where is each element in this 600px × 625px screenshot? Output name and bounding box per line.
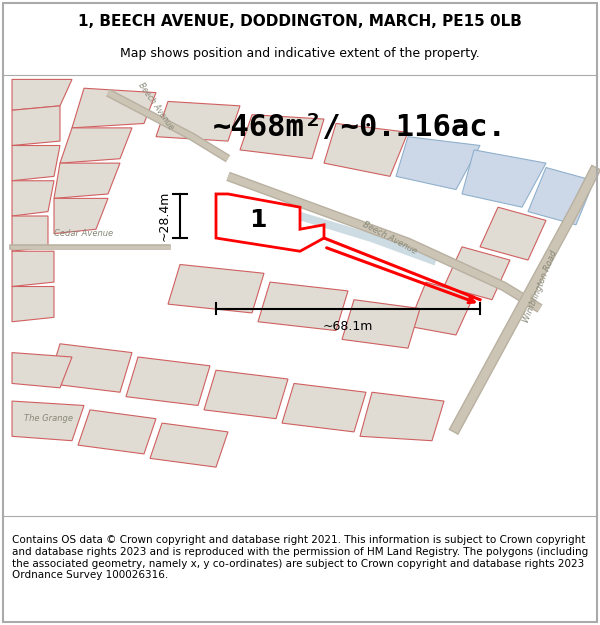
- Polygon shape: [462, 150, 546, 208]
- Polygon shape: [480, 208, 546, 260]
- Polygon shape: [126, 357, 210, 406]
- Polygon shape: [342, 300, 420, 348]
- Text: Map shows position and indicative extent of the property.: Map shows position and indicative extent…: [120, 48, 480, 61]
- Text: The Grange: The Grange: [23, 414, 73, 423]
- Polygon shape: [12, 216, 48, 251]
- Text: ~28.4m: ~28.4m: [158, 191, 171, 241]
- Polygon shape: [150, 423, 228, 467]
- Polygon shape: [12, 79, 72, 110]
- Polygon shape: [282, 384, 366, 432]
- Text: Contains OS data © Crown copyright and database right 2021. This information is : Contains OS data © Crown copyright and d…: [12, 535, 588, 580]
- Polygon shape: [204, 370, 288, 419]
- Polygon shape: [54, 198, 108, 234]
- Polygon shape: [168, 264, 264, 313]
- Polygon shape: [408, 282, 474, 335]
- Text: Beech Avenue: Beech Avenue: [361, 220, 419, 256]
- Polygon shape: [72, 88, 156, 128]
- Text: Wimblington Road: Wimblington Road: [521, 249, 559, 324]
- Polygon shape: [12, 251, 54, 286]
- Polygon shape: [12, 181, 54, 216]
- Polygon shape: [324, 124, 408, 176]
- Polygon shape: [12, 146, 60, 181]
- Polygon shape: [360, 392, 444, 441]
- Text: ~468m²/~0.116ac.: ~468m²/~0.116ac.: [213, 113, 507, 142]
- Polygon shape: [444, 247, 510, 300]
- Polygon shape: [54, 163, 120, 198]
- Polygon shape: [60, 128, 132, 163]
- Polygon shape: [216, 194, 324, 251]
- Text: 1, BEECH AVENUE, DODDINGTON, MARCH, PE15 0LB: 1, BEECH AVENUE, DODDINGTON, MARCH, PE15…: [78, 14, 522, 29]
- Polygon shape: [12, 352, 72, 388]
- Polygon shape: [48, 344, 132, 392]
- Polygon shape: [258, 282, 348, 331]
- Polygon shape: [396, 137, 480, 189]
- Text: Beech Avenue: Beech Avenue: [136, 81, 176, 131]
- Text: 1: 1: [249, 208, 267, 232]
- Polygon shape: [12, 401, 84, 441]
- Polygon shape: [78, 410, 156, 454]
- Polygon shape: [528, 168, 594, 225]
- Text: Cedar Avenue: Cedar Avenue: [55, 229, 113, 238]
- Polygon shape: [240, 114, 324, 159]
- Text: ~68.1m: ~68.1m: [323, 319, 373, 332]
- Polygon shape: [12, 286, 54, 322]
- Polygon shape: [156, 101, 240, 141]
- Polygon shape: [12, 106, 60, 146]
